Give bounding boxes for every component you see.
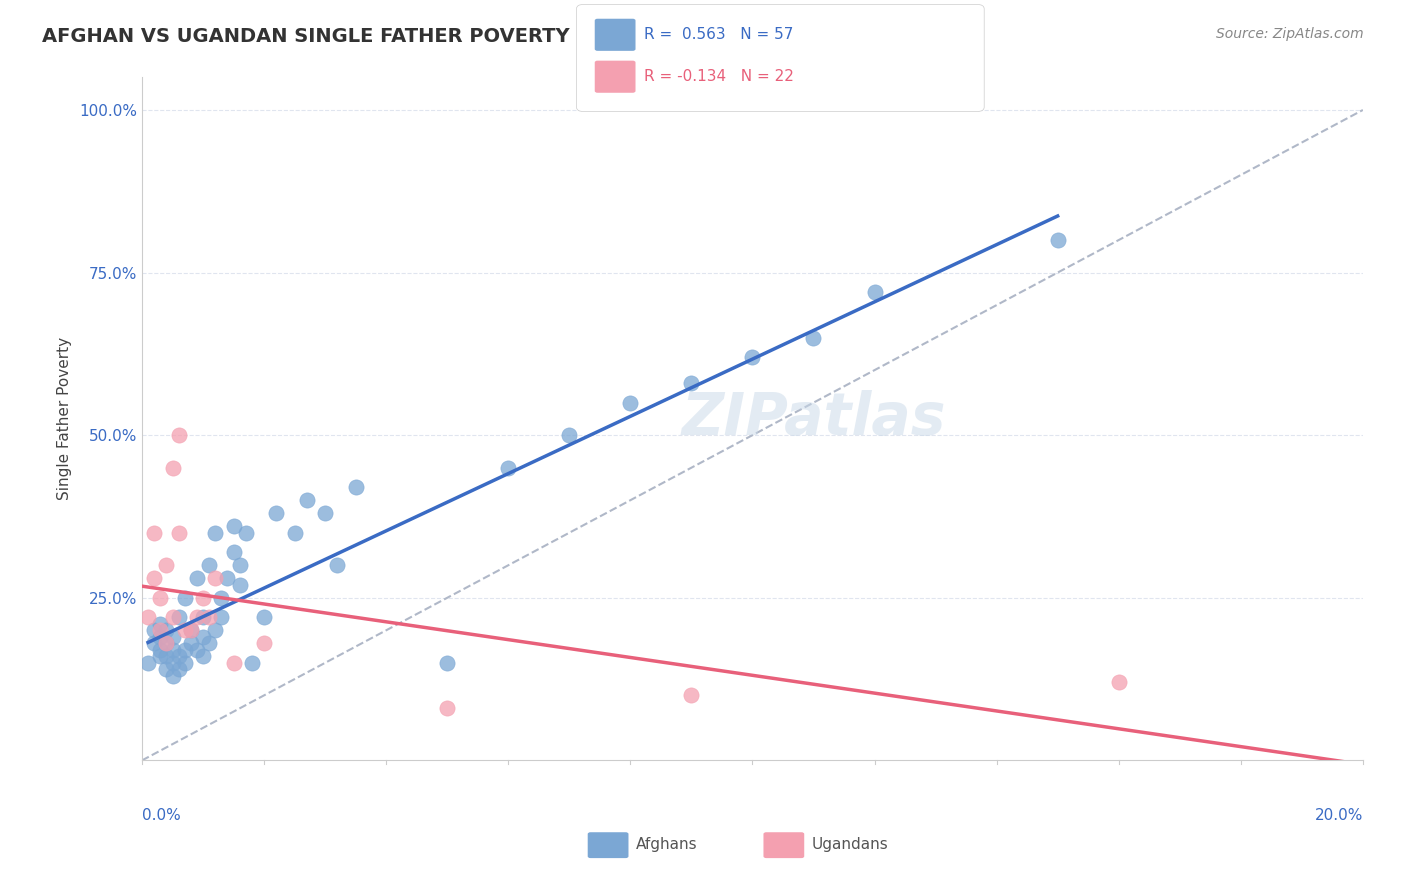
Point: [186, 571, 208, 585]
Point: [209, 591, 232, 605]
Y-axis label: Single Father Poverty: Single Father Poverty: [58, 337, 72, 500]
Point: [149, 630, 172, 644]
Point: [186, 643, 208, 657]
Point: [162, 630, 184, 644]
Point: [681, 376, 703, 391]
Text: R =  0.563   N = 57: R = 0.563 N = 57: [644, 28, 793, 42]
Point: [204, 571, 226, 585]
Point: [149, 624, 172, 638]
Point: [162, 610, 184, 624]
Point: [136, 610, 159, 624]
Point: [149, 643, 172, 657]
Point: [149, 591, 172, 605]
Point: [209, 610, 232, 624]
Point: [681, 689, 703, 703]
Point: [863, 285, 886, 299]
Point: [162, 460, 184, 475]
Point: [1108, 675, 1130, 690]
Point: [436, 656, 458, 670]
Point: [198, 636, 221, 650]
Point: [162, 656, 184, 670]
Point: [198, 558, 221, 573]
Point: [266, 506, 288, 520]
Point: [173, 591, 195, 605]
Point: [222, 545, 245, 559]
Point: [186, 610, 208, 624]
Point: [136, 656, 159, 670]
Text: 20.0%: 20.0%: [1315, 808, 1362, 823]
Point: [240, 656, 263, 670]
Point: [228, 558, 250, 573]
Point: [167, 649, 190, 664]
Text: Ugandans: Ugandans: [811, 838, 889, 852]
Text: AFGHAN VS UGANDAN SINGLE FATHER POVERTY CORRELATION CHART: AFGHAN VS UGANDAN SINGLE FATHER POVERTY …: [42, 27, 810, 45]
Point: [180, 624, 202, 638]
Point: [228, 578, 250, 592]
Point: [314, 506, 336, 520]
Point: [191, 591, 214, 605]
Point: [162, 669, 184, 683]
Point: [143, 525, 166, 540]
Point: [191, 649, 214, 664]
Point: [741, 350, 763, 364]
Point: [155, 636, 177, 650]
Point: [198, 610, 221, 624]
Point: [803, 330, 825, 344]
Point: [558, 428, 581, 442]
Text: 0.0%: 0.0%: [142, 808, 181, 823]
Point: [222, 519, 245, 533]
Point: [253, 610, 276, 624]
Point: [436, 701, 458, 715]
Point: [204, 525, 226, 540]
Point: [284, 525, 307, 540]
Point: [191, 630, 214, 644]
Point: [1046, 233, 1069, 247]
Point: [344, 480, 367, 494]
Point: [253, 636, 276, 650]
Point: [155, 558, 177, 573]
Point: [222, 656, 245, 670]
Point: [149, 649, 172, 664]
Point: [155, 649, 177, 664]
Point: [149, 616, 172, 631]
Text: Source: ZipAtlas.com: Source: ZipAtlas.com: [1216, 27, 1364, 41]
Point: [217, 571, 239, 585]
Point: [180, 636, 202, 650]
Point: [173, 656, 195, 670]
Text: Afghans: Afghans: [636, 838, 697, 852]
Point: [235, 525, 257, 540]
Point: [173, 643, 195, 657]
Point: [143, 636, 166, 650]
Point: [155, 624, 177, 638]
Point: [155, 636, 177, 650]
Point: [619, 395, 641, 409]
Point: [173, 624, 195, 638]
Point: [155, 662, 177, 676]
Point: [143, 571, 166, 585]
Point: [143, 624, 166, 638]
Point: [496, 460, 519, 475]
Point: [191, 610, 214, 624]
Point: [204, 624, 226, 638]
Point: [167, 610, 190, 624]
Point: [326, 558, 349, 573]
Point: [295, 493, 318, 508]
Text: ZIPatlas: ZIPatlas: [682, 391, 946, 448]
Point: [167, 428, 190, 442]
Point: [167, 662, 190, 676]
Text: R = -0.134   N = 22: R = -0.134 N = 22: [644, 70, 794, 84]
Point: [167, 525, 190, 540]
Point: [180, 624, 202, 638]
Point: [162, 643, 184, 657]
